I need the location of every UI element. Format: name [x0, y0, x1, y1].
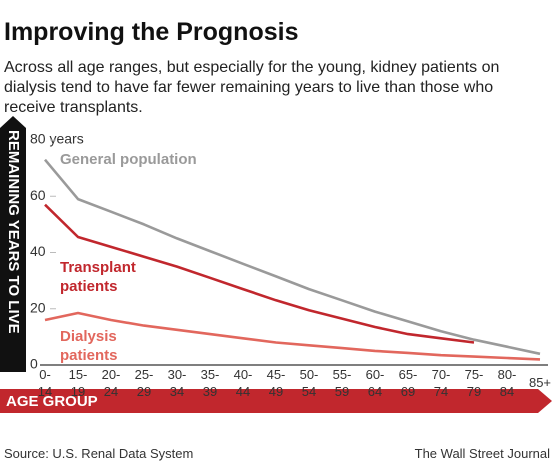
- x-tick-label: 55-59: [333, 367, 352, 399]
- series-label: Dialysis patients: [60, 328, 118, 364]
- series-label: Transplant patients: [60, 259, 136, 295]
- x-tick-label: 80-84: [498, 367, 517, 399]
- x-label-arrow: [0, 389, 552, 413]
- series-line: [44, 311, 541, 361]
- x-tick-label: 50-54: [300, 367, 319, 399]
- x-tick-label: 30-34: [168, 367, 187, 399]
- x-axis-label: AGE GROUP: [6, 393, 98, 410]
- x-tick-label: 70-74: [432, 367, 451, 399]
- x-tick-label: 85+: [529, 375, 551, 390]
- chart-subtitle: Across all age ranges, but especially fo…: [4, 59, 499, 116]
- y-axis-label: REMAINING YEARS TO LIVE: [5, 130, 22, 334]
- y-tick-label: 80 years: [30, 131, 84, 147]
- y-label-arrow: [0, 116, 26, 372]
- x-tick-label: 40-44: [234, 367, 253, 399]
- x-tick-label: 60-64: [366, 367, 385, 399]
- y-tick-label: 60: [30, 187, 46, 203]
- x-label-band: AGE GROUP: [0, 389, 552, 413]
- source: Source: U.S. Renal Data System: [4, 446, 193, 461]
- credit: The Wall Street Journal: [415, 446, 550, 461]
- x-tick-label: 0-14: [38, 367, 52, 399]
- x-tick-label: 45-49: [267, 367, 286, 399]
- y-tick-label: 40: [30, 243, 46, 259]
- chart-title: Improving the Prognosis: [4, 18, 298, 46]
- y-tick-label: 0: [30, 356, 38, 372]
- series-line: [44, 158, 541, 356]
- x-tick-label: 75-79: [465, 367, 484, 399]
- x-tick-label: 65-69: [399, 367, 418, 399]
- x-tick-label: 25-29: [135, 367, 154, 399]
- series-line: [44, 203, 475, 344]
- series-label: General population: [60, 151, 197, 168]
- x-tick-label: 20-24: [102, 367, 121, 399]
- y-label-band: REMAINING YEARS TO LIVE: [0, 116, 26, 372]
- x-tick-label: 15-19: [69, 367, 88, 399]
- y-tick-label: 20: [30, 299, 46, 315]
- x-tick-label: 35-39: [201, 367, 220, 399]
